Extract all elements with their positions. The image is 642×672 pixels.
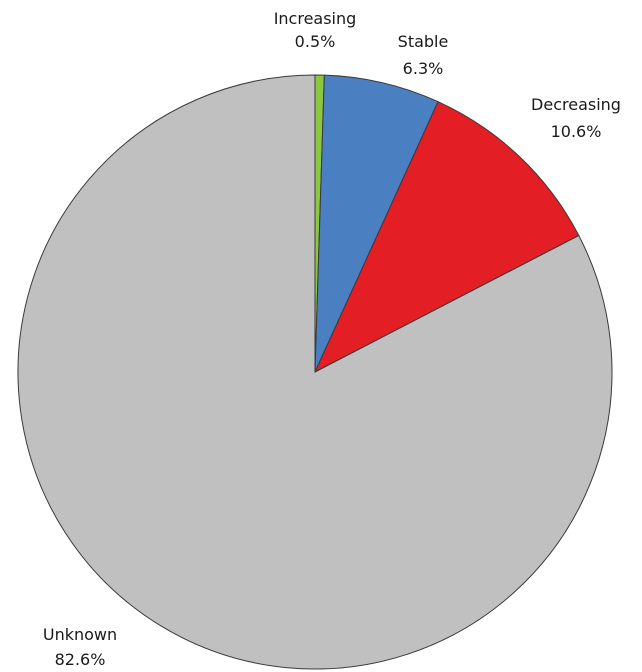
pie-slices — [17, 74, 613, 670]
slice-value-decreasing: 10.6% — [551, 122, 602, 141]
slice-label-stable: Stable — [398, 32, 449, 51]
slice-label-unknown: Unknown — [43, 625, 117, 644]
pie-slice-decreasing — [313, 101, 580, 374]
pie-slice-stable — [314, 74, 439, 373]
slice-label-increasing: Increasing — [274, 9, 357, 28]
slice-value-increasing: 0.5% — [295, 32, 336, 51]
slice-label-decreasing: Decreasing — [531, 95, 621, 114]
pie-slice-unknown — [17, 74, 613, 670]
slice-value-stable: 6.3% — [403, 59, 444, 78]
slice-value-unknown: 82.6% — [55, 650, 106, 669]
